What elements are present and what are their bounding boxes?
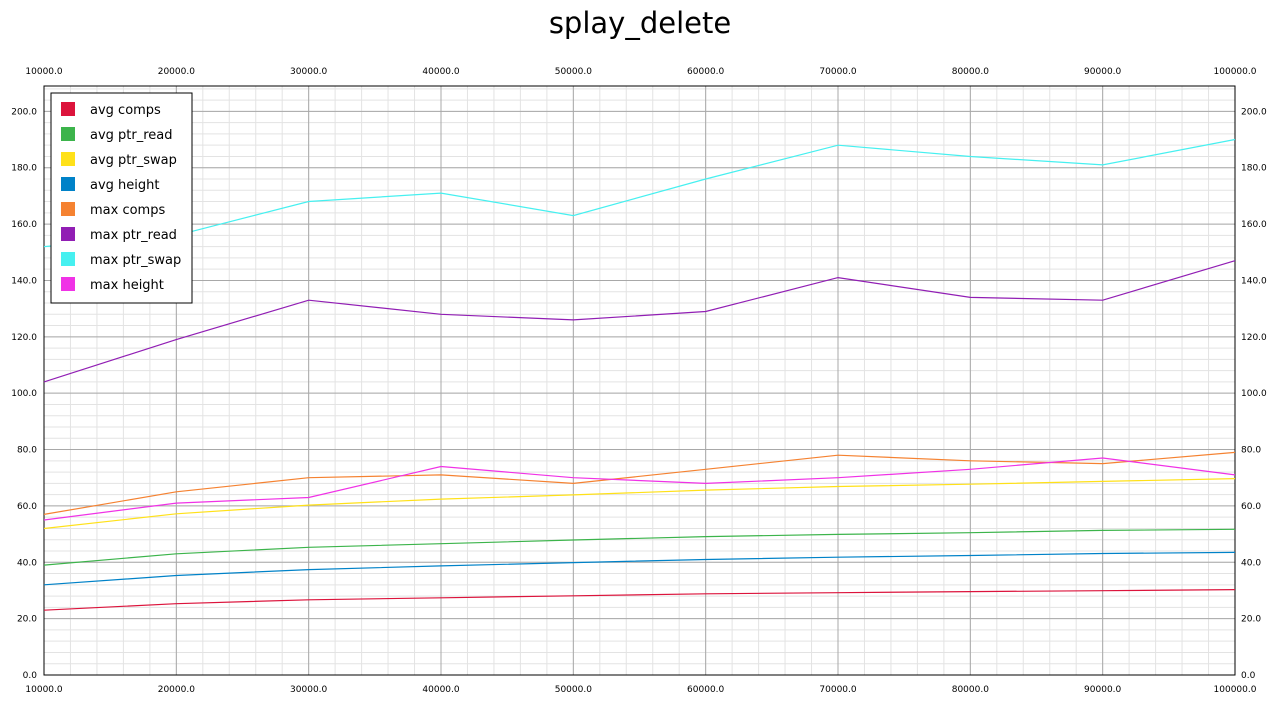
series-line-max-ptr-swap xyxy=(43,138,1236,248)
legend-swatch-avg-ptr-swap xyxy=(61,152,75,166)
y-tick-label-left: 0.0 xyxy=(23,671,38,681)
y-tick-label-right: 160.0 xyxy=(1241,220,1267,230)
legend-swatch-max-height xyxy=(61,277,75,291)
y-tick-label-left: 200.0 xyxy=(11,107,37,117)
x-tick-label-bottom: 10000.0 xyxy=(25,685,62,695)
y-tick-label-right: 140.0 xyxy=(1241,276,1267,286)
y-tick-label-left: 40.0 xyxy=(17,558,37,568)
legend-swatch-avg-height xyxy=(61,177,75,191)
x-tick-label-top: 100000.0 xyxy=(1214,67,1257,77)
y-tick-label-right: 180.0 xyxy=(1241,164,1267,174)
series-line-max-comps xyxy=(43,451,1236,515)
x-tick-label-bottom: 100000.0 xyxy=(1214,685,1257,695)
x-tick-label-bottom: 30000.0 xyxy=(290,685,327,695)
y-tick-label-right: 60.0 xyxy=(1241,502,1261,512)
legend-box xyxy=(50,92,193,304)
legend-label-max-ptr-read: max ptr_read xyxy=(90,228,177,243)
series-lines xyxy=(43,138,1236,611)
y-tick-label-right: 120.0 xyxy=(1241,333,1267,343)
y-tick-label-left: 80.0 xyxy=(17,446,37,456)
y-tick-label-left: 140.0 xyxy=(11,276,37,286)
y-tick-label-right: 40.0 xyxy=(1241,558,1261,568)
x-tick-label-top: 30000.0 xyxy=(290,67,327,77)
x-tick-label-top: 70000.0 xyxy=(819,67,856,77)
plot-frame xyxy=(43,85,1236,676)
legend-swatch-max-ptr-swap xyxy=(61,252,75,266)
x-tick-label-bottom: 50000.0 xyxy=(555,685,592,695)
legend-swatch-avg-comps xyxy=(61,102,75,116)
legend-label-avg-height: avg height xyxy=(90,178,159,193)
series-line-avg-comps xyxy=(43,588,1236,611)
y-tick-label-right: 200.0 xyxy=(1241,107,1267,117)
x-tick-label-top: 50000.0 xyxy=(555,67,592,77)
y-tick-label-left: 120.0 xyxy=(11,333,37,343)
legend-label-max-height: max height xyxy=(90,278,164,293)
y-tick-label-left: 60.0 xyxy=(17,502,37,512)
legend-swatch-max-ptr-read xyxy=(61,227,75,241)
x-tick-label-top: 20000.0 xyxy=(158,67,195,77)
y-tick-label-left: 100.0 xyxy=(11,389,37,399)
x-tick-label-top: 10000.0 xyxy=(25,67,62,77)
legend-swatch-max-comps xyxy=(61,202,75,216)
series-line-max-ptr-read xyxy=(43,260,1236,383)
major-grid xyxy=(43,86,1236,676)
legend-swatch-avg-ptr-read xyxy=(61,127,75,141)
x-tick-label-top: 90000.0 xyxy=(1084,67,1121,77)
x-tick-label-top: 80000.0 xyxy=(952,67,989,77)
axis-ticks: 10000.0 10000.0 20000.0 20000.0 30000.0 30000… xyxy=(11,67,1267,695)
series-line-avg-ptr-swap xyxy=(43,478,1236,530)
series-line-avg-ptr-read xyxy=(43,528,1236,566)
x-tick-label-bottom: 40000.0 xyxy=(422,685,459,695)
x-tick-label-bottom: 80000.0 xyxy=(952,685,989,695)
y-tick-label-left: 180.0 xyxy=(11,164,37,174)
series-line-max-height xyxy=(43,457,1236,521)
legend-label-avg-ptr-read: avg ptr_read xyxy=(90,128,173,143)
chart-title: splay_delete xyxy=(548,6,732,40)
series-line-avg-height xyxy=(43,551,1236,586)
legend-label-avg-ptr-swap: avg ptr_swap xyxy=(90,153,177,168)
x-tick-label-bottom: 20000.0 xyxy=(158,685,195,695)
legend-label-max-ptr-swap: max ptr_swap xyxy=(90,253,181,268)
x-tick-label-top: 60000.0 xyxy=(687,67,724,77)
y-tick-label-right: 0.0 xyxy=(1241,671,1256,681)
y-tick-label-right: 20.0 xyxy=(1241,615,1261,625)
x-tick-label-bottom: 90000.0 xyxy=(1084,685,1121,695)
minor-grid xyxy=(43,86,1236,676)
legend-label-avg-comps: avg comps xyxy=(90,103,161,118)
legend-label-max-comps: max comps xyxy=(90,203,165,218)
y-tick-label-left: 20.0 xyxy=(17,615,37,625)
x-tick-label-top: 40000.0 xyxy=(422,67,459,77)
y-tick-label-right: 100.0 xyxy=(1241,389,1267,399)
x-tick-label-bottom: 60000.0 xyxy=(687,685,724,695)
y-tick-label-left: 160.0 xyxy=(11,220,37,230)
x-tick-label-bottom: 70000.0 xyxy=(819,685,856,695)
y-tick-label-right: 80.0 xyxy=(1241,446,1261,456)
